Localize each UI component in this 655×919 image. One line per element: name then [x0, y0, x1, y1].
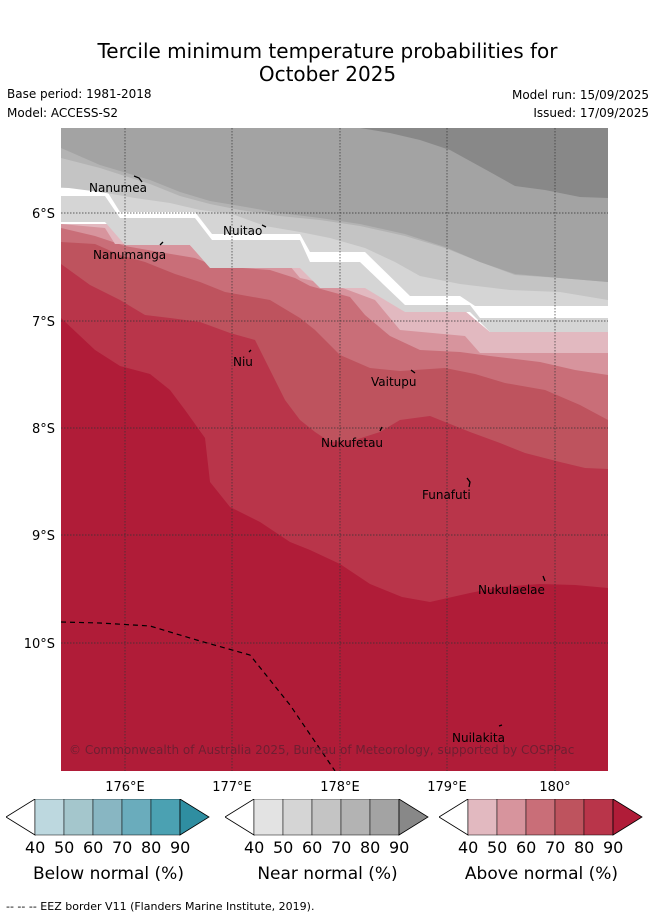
colorbar-extend-high	[179, 799, 210, 836]
probability-map: Nanumea Nuitao Nanumanga Niu Vaitupu Nuk…	[24, 128, 608, 795]
lat-label: 6°S	[32, 207, 55, 222]
colorbar-tick-label: 60	[516, 838, 537, 857]
colorbar-segment	[554, 799, 585, 836]
colorbar-tick-label: 80	[141, 838, 162, 857]
lon-label: 178°E	[320, 780, 360, 795]
eez-border	[61, 621, 336, 771]
colorbar-extend-high	[612, 799, 643, 836]
colorbar-tick-label: 50	[273, 838, 294, 857]
colorbar-segment	[311, 799, 342, 836]
lon-label: 179°E	[427, 780, 467, 795]
colorbar-tick-label: 70	[545, 838, 566, 857]
place-label: Funafuti	[422, 488, 471, 502]
lat-label: 9°S	[32, 529, 55, 544]
island-marks	[133, 175, 546, 727]
colorbar-tick-label: 50	[487, 838, 508, 857]
colorbar-segment	[467, 799, 498, 836]
colorbar-tick-label: 60	[302, 838, 323, 857]
colorbar-segment	[525, 799, 556, 836]
colorbar-2	[225, 799, 429, 836]
colorbar-title: Above normal (%)	[464, 864, 619, 884]
title-line-1: Tercile minimum temperature probabilitie…	[97, 39, 558, 63]
model-run: Model run: 15/09/2025	[511, 88, 649, 102]
band-white-gap-2	[61, 188, 608, 318]
colorbar-tick-label: 80	[574, 838, 595, 857]
lon-label: 180°	[539, 780, 570, 795]
copyright-notice: © Commonwealth of Australia 2025, Bureau…	[69, 743, 574, 757]
model-name: Model: ACCESS-S2	[7, 106, 119, 120]
band-near-90	[360, 128, 608, 198]
title-line-2: October 2025	[258, 62, 397, 86]
colorbar-tick-label: 40	[244, 838, 265, 857]
map-area: Nanumea Nuitao Nanumanga Niu Vaitupu Nuk…	[61, 128, 608, 771]
colorbar-tick-label: 50	[54, 838, 75, 857]
band-near-80	[61, 128, 608, 282]
colorbar-segment	[282, 799, 313, 836]
colorbar-tick-label: 40	[458, 838, 479, 857]
place-label: Nuilakita	[452, 731, 505, 745]
colorbar-title: Below normal (%)	[33, 864, 184, 884]
colorbar-tick-label: 60	[83, 838, 104, 857]
colorbar-segment	[34, 799, 65, 836]
lat-label: 7°S	[32, 315, 55, 330]
colorbar-tick-label: 80	[360, 838, 381, 857]
colorbar-extend-low	[225, 799, 255, 836]
issued-date: Issued: 17/09/2025	[533, 106, 649, 120]
colorbar-3	[439, 799, 643, 836]
colorbar-segment	[496, 799, 527, 836]
grid-lines	[61, 128, 608, 771]
colorbar-tick-label: 70	[112, 838, 133, 857]
colorbar-extend-high	[398, 799, 429, 836]
lon-label: 177°E	[212, 780, 252, 795]
place-label: Niu	[233, 355, 253, 369]
colorbar-tick-label: 70	[331, 838, 352, 857]
colorbar-segment	[92, 799, 123, 836]
colorbar-tick-label: 90	[170, 838, 191, 857]
base-period: Base period: 1981-2018	[7, 87, 152, 101]
latitude-labels: 6°S 7°S 8°S 9°S 10°S	[24, 207, 55, 652]
colorbar-tick-label: 90	[603, 838, 624, 857]
lat-label: 8°S	[32, 422, 55, 437]
colorbar-segment	[121, 799, 152, 836]
place-label: Vaitupu	[371, 375, 417, 389]
colorbar-segment	[253, 799, 284, 836]
colorbar-segment	[63, 799, 94, 836]
colorbar-tick-label: 90	[389, 838, 410, 857]
colorbar-segment	[583, 799, 614, 836]
colorbar-segment	[340, 799, 371, 836]
place-label: Nuitao	[223, 224, 262, 238]
colorbar-segment	[369, 799, 400, 836]
colorbar-extend-low	[6, 799, 36, 836]
colorbar-extend-low	[439, 799, 469, 836]
chart-title: Tercile minimum temperature probabilitie…	[0, 40, 655, 86]
eez-footnote: -- -- -- EEZ border V11 (Flanders Marine…	[6, 900, 315, 913]
colorbar-tick-label: 40	[25, 838, 46, 857]
place-label: Nukulaelae	[478, 583, 545, 597]
place-label: Nukufetau	[321, 436, 383, 450]
longitude-labels: 176°E 177°E 178°E 179°E 180°	[105, 780, 570, 795]
place-label: Nanumanga	[93, 248, 166, 262]
colorbar-segment	[150, 799, 181, 836]
lat-label: 10°S	[24, 637, 55, 652]
place-label: Nanumea	[89, 181, 147, 195]
colorbar-1	[6, 799, 210, 836]
colorbar-title: Near normal (%)	[257, 864, 398, 884]
lon-label: 176°E	[105, 780, 145, 795]
